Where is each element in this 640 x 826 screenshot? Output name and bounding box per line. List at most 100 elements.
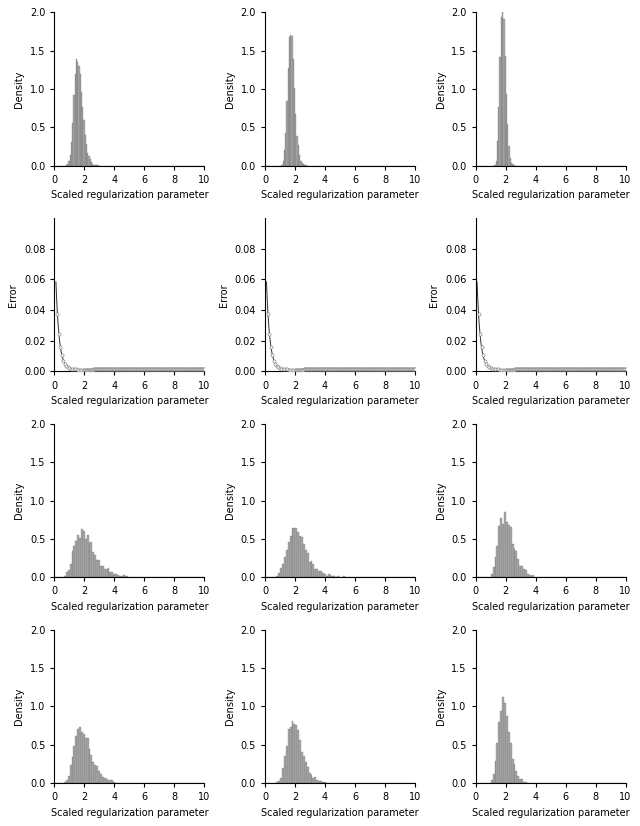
Point xyxy=(405,363,415,376)
Point xyxy=(189,363,199,376)
Point xyxy=(353,363,363,376)
Point xyxy=(332,363,342,376)
Point xyxy=(186,363,196,376)
Point xyxy=(367,363,378,376)
Point xyxy=(195,363,205,376)
Bar xyxy=(495,761,497,783)
Point xyxy=(273,361,284,374)
Point xyxy=(557,363,567,376)
Point xyxy=(561,363,571,376)
Point xyxy=(395,363,405,376)
Point xyxy=(88,363,99,376)
Point xyxy=(580,363,590,376)
Point xyxy=(518,363,528,376)
Point xyxy=(294,363,305,376)
Point xyxy=(126,363,136,376)
Point xyxy=(338,363,348,376)
Point xyxy=(578,363,588,376)
Bar xyxy=(333,576,335,577)
Point xyxy=(559,363,570,376)
Point xyxy=(380,363,390,376)
Point xyxy=(97,363,108,376)
Bar xyxy=(493,774,495,783)
Point xyxy=(269,354,279,367)
Point xyxy=(394,363,404,376)
Point xyxy=(291,363,301,376)
Point xyxy=(581,363,591,376)
Point xyxy=(569,363,579,376)
Point xyxy=(381,363,391,376)
Point xyxy=(318,363,328,376)
Point xyxy=(607,363,618,376)
X-axis label: Scaled regularization parameter: Scaled regularization parameter xyxy=(51,396,208,406)
Point xyxy=(99,363,109,376)
Bar xyxy=(74,95,75,166)
Point xyxy=(366,363,376,376)
Point xyxy=(573,363,584,376)
Point xyxy=(321,363,332,376)
Point xyxy=(516,363,527,376)
Point xyxy=(335,363,346,376)
Point xyxy=(136,363,146,376)
Bar xyxy=(509,527,511,577)
Point xyxy=(275,362,285,375)
Bar xyxy=(123,576,125,577)
Point xyxy=(161,363,172,376)
Point xyxy=(515,363,525,376)
Point xyxy=(488,363,499,376)
Point xyxy=(583,363,593,376)
Point xyxy=(165,363,175,376)
Point xyxy=(272,359,282,373)
Bar xyxy=(83,120,84,166)
Point xyxy=(561,363,572,376)
Point xyxy=(536,363,546,376)
Point xyxy=(310,363,321,376)
Point xyxy=(303,363,314,376)
Point xyxy=(335,363,345,376)
Point xyxy=(570,363,580,376)
Bar xyxy=(521,566,523,577)
Point xyxy=(305,363,315,376)
Point xyxy=(162,363,172,376)
X-axis label: Scaled regularization parameter: Scaled regularization parameter xyxy=(261,602,419,612)
Point xyxy=(115,363,125,376)
Point xyxy=(356,363,367,376)
Point xyxy=(410,363,420,376)
Point xyxy=(312,363,322,376)
Point xyxy=(132,363,142,376)
Point xyxy=(315,363,325,376)
Point xyxy=(535,363,545,376)
Bar xyxy=(284,757,286,783)
Point xyxy=(511,363,522,376)
Point xyxy=(158,363,168,376)
Point xyxy=(328,363,339,376)
Point xyxy=(115,363,125,376)
Point xyxy=(591,363,602,376)
Point xyxy=(506,363,516,376)
Point xyxy=(164,363,174,376)
Point xyxy=(528,363,538,376)
Point xyxy=(148,363,159,376)
Point xyxy=(300,363,310,376)
Point xyxy=(184,363,195,376)
Bar xyxy=(532,576,534,577)
Point xyxy=(409,363,419,376)
Point xyxy=(143,363,154,376)
Bar xyxy=(291,36,292,166)
Point xyxy=(556,363,566,376)
Point xyxy=(508,363,518,376)
Point xyxy=(93,363,103,376)
Bar xyxy=(111,781,113,783)
Point xyxy=(362,363,372,376)
Point xyxy=(352,363,362,376)
Point xyxy=(334,363,344,376)
Point xyxy=(293,363,303,376)
Bar xyxy=(106,568,108,577)
Point xyxy=(149,363,159,376)
Bar xyxy=(106,779,108,783)
Point xyxy=(284,363,294,376)
Point xyxy=(140,363,150,376)
Point xyxy=(339,363,349,376)
Point xyxy=(574,363,584,376)
Point xyxy=(186,363,196,376)
